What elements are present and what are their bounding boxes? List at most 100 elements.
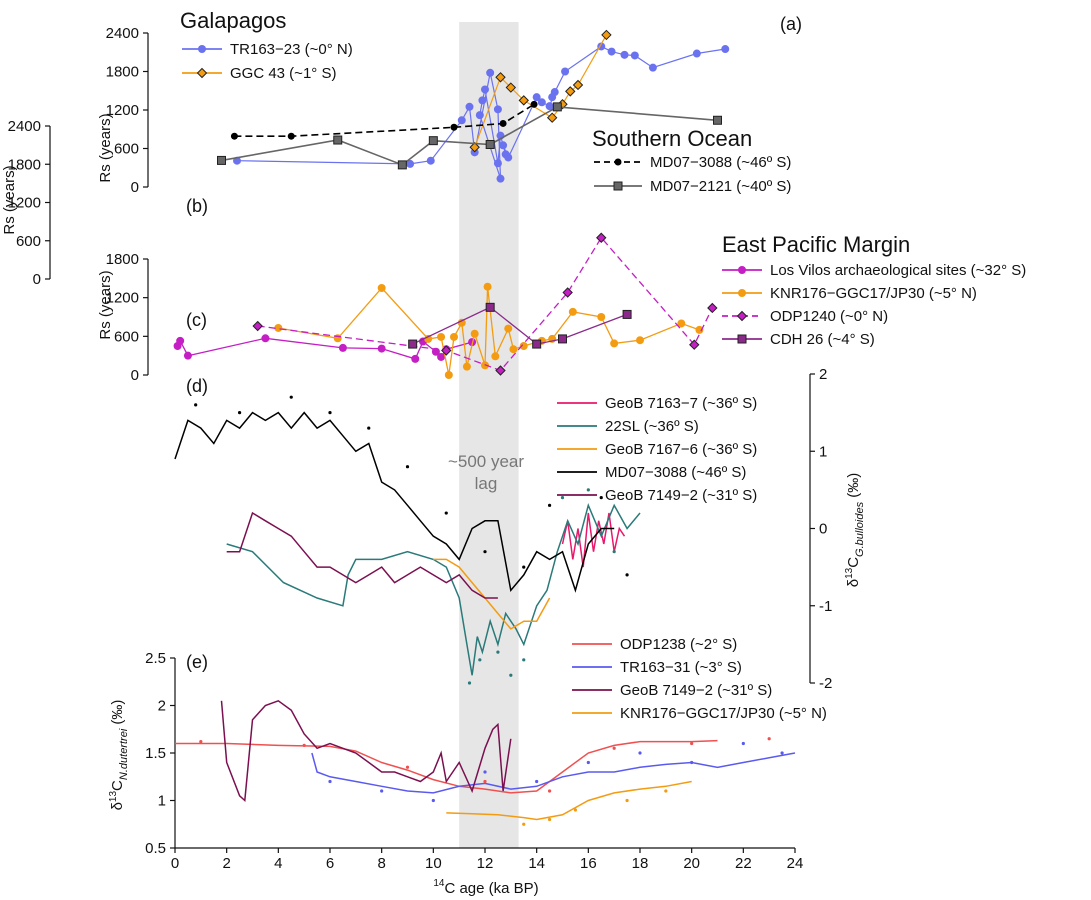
panel-b-title: Southern Ocean [592,126,752,151]
lag-annotation-line2: lag [475,474,498,493]
panel-d-y-tick-label: -2 [819,675,832,692]
panel-e-sample-dot [302,743,306,748]
panel-e-sample-dot [625,798,629,803]
panel-c-series-1-point [504,324,513,333]
panel-c-series-0-point [261,334,270,343]
panel-a-series-0-point [692,49,701,58]
panel-b-series-0-point [450,123,458,131]
x-tick-label: 20 [683,855,700,872]
x-tick-label: 18 [632,855,649,872]
panel-b-series-0-line [234,103,535,137]
panel-d-legend-label-3: MD07−3088 (~46º S) [605,464,746,481]
panel-a-series-0-point [496,174,505,183]
panel-e-y-label: δ13CN.dutertrei (‰) [108,700,130,811]
panel-c-series-0-point [411,354,420,363]
panel-d-sample-dot [560,496,565,500]
panel-e-sample-dot [483,770,487,774]
panel-d-sample-dot [625,573,629,577]
x-tick-label: 14 [528,855,545,872]
panel-c-series-1-point [519,342,528,350]
panel-c-series-1-point [491,352,500,361]
panel-a-y-tick-label: 0 [131,179,139,196]
panel-c-series-2-point [441,345,452,356]
panel-d-sample-dot [483,550,487,554]
x-tick-label: 24 [787,855,804,872]
panel-e-label: (e) [186,652,208,672]
x-tick-label: 22 [735,855,752,872]
panel-a-series-1-point [469,142,480,153]
panel-c-series-1-point [424,334,433,343]
panel-a-y-tick-label: 1800 [106,64,139,81]
panel-a-series-0-point [537,98,546,107]
panel-c-series-3-point [532,339,542,349]
x-tick-label: 8 [377,855,385,872]
panel-c-series-0-point [437,352,446,361]
panel-d-series-1-line [226,502,641,676]
panel-b-y-tick-label: 1800 [8,156,41,173]
panel-e-legend-label-0: ODP1238 (~2° S) [620,636,737,653]
panel-c-series-0-point [377,344,386,353]
panel-b-series-1-point [397,160,407,170]
panel-a-series-0-point [475,111,484,120]
panel-c-series-1-point [597,313,606,321]
panel-c-series-1-point [695,325,704,334]
panel-c-series-1-point [470,329,479,338]
panel-c-series-1-point [444,371,453,379]
panel-d-y-label: δ13CG.bulloides (‰) [844,473,866,588]
panel-a-series-0-point [504,153,513,162]
panel-a-legend-marker-0 [198,45,206,53]
panel-a-series-0-point [607,47,616,56]
panel-a-series-0-point [721,45,730,54]
panel-c-series-0-point [338,343,347,352]
panel-a-series-0-point [406,159,415,168]
panel-a-series-1-point [495,72,506,83]
panel-d-sample-dot [194,403,198,407]
panel-b-y-tick-label: 2400 [8,118,41,135]
panel-d-sample-dot [444,511,448,515]
panel-c-series-1-point [437,332,446,341]
panel-c-series-1-point [462,362,471,371]
panel-a-series-1-point [546,112,558,123]
panel-e-sample-dot [199,740,203,744]
panel-c-y-tick-label: 1800 [106,251,139,268]
panel-e-y-tick-label: 0.5 [145,840,166,857]
panel-c-legend-label-1: KNR176−GGC17/JP30 (~5° N) [770,285,977,302]
panel-b-y-tick-label: 0 [33,271,41,288]
panel-c-series-3-point [485,302,495,312]
lag-annotation-line1: ~500 year [448,452,524,471]
panel-c-series-1-point [483,282,492,291]
panel-e-sample-dot [483,779,487,784]
panel-a-y-tick-label: 600 [114,141,139,158]
panel-d-y-tick-label: 2 [819,366,827,383]
panel-e-series-2-line [220,699,512,803]
panel-b-series-0-point [530,100,538,108]
panel-e-y-tick-label: 2.5 [145,650,166,667]
panel-c-series-3-point [622,309,632,319]
panel-c-series-2-point [252,320,263,332]
panel-b-legend-label-1: MD07−2121 (~40º S) [650,178,791,195]
panel-c-legend-marker-3 [737,334,747,344]
panel-c-series-1-point [677,319,686,328]
panel-c-series-1-point [377,284,386,292]
panel-a-legend-marker-1 [196,67,208,79]
panel-a-series-0-point [486,68,495,77]
panel-c-legend-marker-2 [736,310,748,322]
x-axis-label: 14C age (ka BP) [433,878,538,897]
panel-c-y-tick-label: 0 [131,367,139,384]
panel-e-sample-dot [380,789,384,793]
x-tick-label: 2 [222,855,230,872]
panel-d-sample-dot [612,550,616,554]
panel-d-sample-dot [522,658,526,662]
panel-d-sample-dot [405,465,410,469]
panel-a-series-0-point [561,67,570,76]
panel-d-legend-label-2: GeoB 7167−6 (~36º S) [605,441,757,458]
panel-c-series-2-point [707,302,718,314]
panel-e-y-tick-label: 1.5 [145,745,166,762]
panel-e-sample-dot [431,798,435,803]
panel-d-sample-dot [478,658,482,662]
panel-d-sample-dot [467,681,472,685]
panel-a-series-0-point [499,141,508,150]
panel-e-sample-dot [612,746,616,750]
panel-a-series-1-point [565,86,576,97]
